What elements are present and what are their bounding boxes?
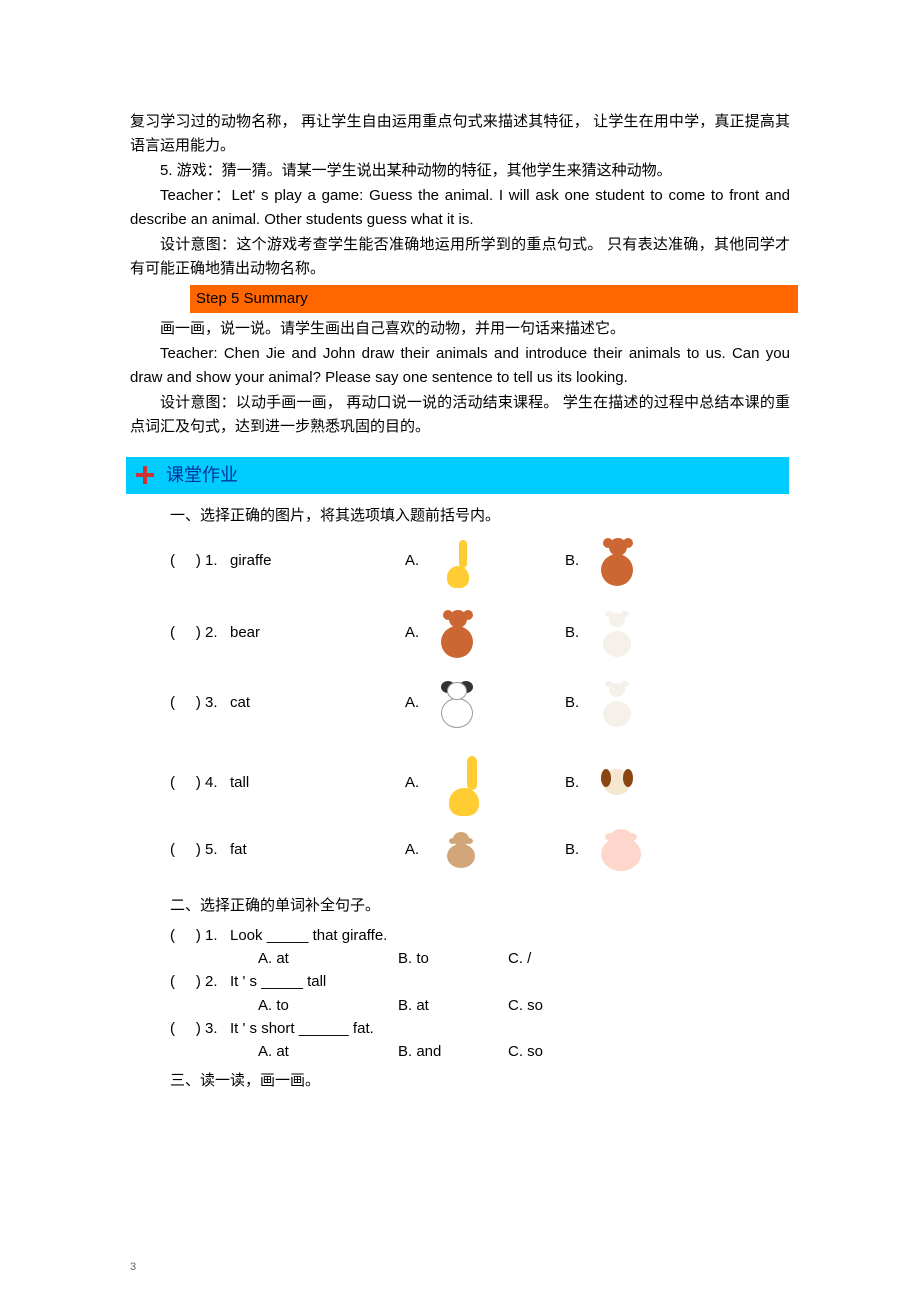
q1-image-a — [435, 830, 565, 870]
q2-options: A. toB. atC. so — [258, 994, 790, 1017]
option-b-letter: B. — [565, 838, 595, 862]
paren-blank: ( ) 2. — [170, 621, 230, 645]
q1-image-a — [435, 750, 565, 816]
bear-icon — [435, 608, 479, 658]
option-b-letter: B. — [565, 549, 595, 573]
cat-icon — [595, 679, 637, 727]
section-title: 课堂作业 — [166, 461, 238, 490]
option-a-letter: A. — [405, 621, 435, 645]
dog-icon — [595, 763, 639, 803]
q1-image-b — [595, 679, 637, 727]
paren-blank: ( ) 1. — [170, 924, 230, 947]
option-b-letter: B. — [565, 621, 595, 645]
q1-item: ( ) 5.fatA. B. — [170, 826, 790, 874]
giraffe-sm-icon — [435, 534, 477, 588]
monkey-icon — [435, 830, 487, 870]
q2-item: ( ) 2.It ' s _____ tall — [170, 970, 790, 993]
q1-item: ( ) 2.bearA. B. — [170, 608, 790, 658]
q1-image-a — [435, 608, 565, 658]
paragraph: 设计意图：这个游戏考查学生能否准确地运用所学到的重点句式。 只有表达准确，其他同… — [130, 233, 790, 281]
q2-item: ( ) 1.Look _____ that giraffe. — [170, 924, 790, 947]
q2-options: A. atB. toC. / — [258, 947, 790, 970]
option-c: C. so — [508, 1040, 543, 1063]
q3-title: 三、读一读，画一画。 — [170, 1069, 790, 1093]
paren-blank: ( ) 1. — [170, 549, 230, 573]
q1-item: ( ) 3.catA. B. — [170, 678, 790, 728]
plus-marker-icon — [136, 466, 154, 484]
option-a: A. at — [258, 947, 398, 970]
option-b-letter: B. — [565, 691, 595, 715]
q1-item: ( ) 1.giraffeA. B. — [170, 534, 790, 588]
section-banner-homework: 课堂作业 — [126, 457, 789, 494]
option-b-letter: B. — [565, 771, 595, 795]
bear-icon — [595, 536, 639, 586]
q2-options: A. atB. andC. so — [258, 1040, 790, 1063]
giraffe-lg-icon — [435, 750, 490, 816]
option-c: C. / — [508, 947, 531, 970]
q2-rows: ( ) 1.Look _____ that giraffe.A. atB. to… — [170, 924, 790, 1064]
q1-image-b — [595, 763, 639, 803]
q1-word: cat — [230, 691, 405, 715]
quiz-container: 一、选择正确的图片，将其选项填入题前括号内。 ( ) 1.giraffeA.B.… — [170, 504, 790, 1094]
option-a-letter: A. — [405, 771, 435, 795]
option-a-letter: A. — [405, 549, 435, 573]
option-b: B. at — [398, 994, 508, 1017]
paragraph: Teacher：Let' s play a game: Guess the an… — [130, 184, 790, 232]
paren-blank: ( ) 3. — [170, 1017, 230, 1040]
panda-icon — [435, 678, 479, 728]
option-a: A. to — [258, 994, 398, 1017]
option-a: A. at — [258, 1040, 398, 1063]
paren-blank: ( ) 4. — [170, 771, 230, 795]
cat-icon — [595, 609, 637, 657]
option-b: B. and — [398, 1040, 508, 1063]
step-banner-5: Step 5 Summary — [190, 285, 798, 313]
q1-image-b — [595, 827, 649, 873]
q1-rows: ( ) 1.giraffeA.B.( ) 2.bearA.B.( ) 3.cat… — [170, 534, 790, 874]
paragraph: 画一画，说一说。请学生画出自己喜欢的动物，并用一句话来描述它。 — [130, 317, 790, 341]
option-b: B. to — [398, 947, 508, 970]
paren-blank: ( ) 2. — [170, 970, 230, 993]
page-number: 3 — [130, 1259, 136, 1277]
q1-image-a — [435, 534, 565, 588]
q2-item: ( ) 3.It ' s short ______ fat. — [170, 1017, 790, 1040]
q1-word: giraffe — [230, 549, 405, 573]
q1-word: bear — [230, 621, 405, 645]
q2-text: It ' s _____ tall — [230, 970, 790, 993]
option-a-letter: A. — [405, 691, 435, 715]
option-a-letter: A. — [405, 838, 435, 862]
paragraph: Teacher: Chen Jie and John draw their an… — [130, 342, 790, 390]
q1-title: 一、选择正确的图片，将其选项填入题前括号内。 — [170, 504, 790, 528]
q1-word: tall — [230, 771, 405, 795]
paragraph: 5. 游戏：猜一猜。请某一学生说出某种动物的特征，其他学生来猜这种动物。 — [130, 159, 790, 183]
q1-image-a — [435, 678, 565, 728]
q1-item: ( ) 4.tallA. B. — [170, 748, 790, 818]
paren-blank: ( ) 5. — [170, 838, 230, 862]
paragraph: 复习学习过的动物名称， 再让学生自由运用重点句式来描述其特征， 让学生在用中学，… — [130, 110, 790, 158]
q1-image-b — [595, 536, 639, 586]
q1-word: fat — [230, 838, 405, 862]
option-c: C. so — [508, 994, 543, 1017]
q1-image-b — [595, 609, 637, 657]
pig-icon — [595, 827, 649, 873]
paren-blank: ( ) 3. — [170, 691, 230, 715]
q2-text: Look _____ that giraffe. — [230, 924, 790, 947]
q2-text: It ' s short ______ fat. — [230, 1017, 790, 1040]
q2-title: 二、选择正确的单词补全句子。 — [170, 894, 790, 918]
paragraph: 设计意图：以动手画一画， 再动口说一说的活动结束课程。 学生在描述的过程中总结本… — [130, 391, 790, 439]
